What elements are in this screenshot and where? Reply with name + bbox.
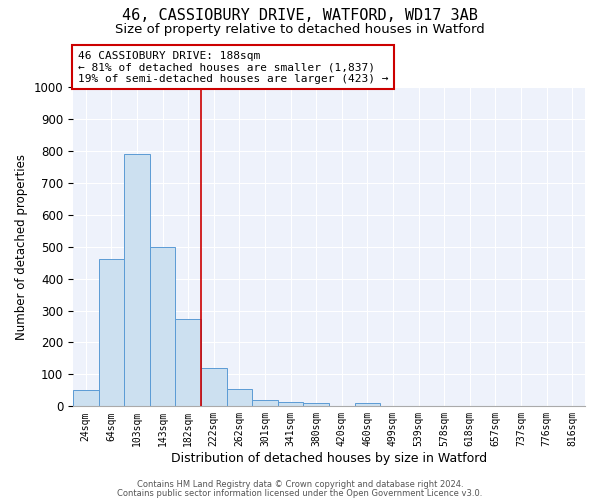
Text: Contains public sector information licensed under the Open Government Licence v3: Contains public sector information licen… [118, 488, 482, 498]
Text: 46, CASSIOBURY DRIVE, WATFORD, WD17 3AB: 46, CASSIOBURY DRIVE, WATFORD, WD17 3AB [122, 8, 478, 22]
Bar [278, 402, 304, 406]
Text: Contains HM Land Registry data © Crown copyright and database right 2024.: Contains HM Land Registry data © Crown c… [137, 480, 463, 489]
Bar [150, 246, 175, 406]
Text: Size of property relative to detached houses in Watford: Size of property relative to detached ho… [115, 22, 485, 36]
Bar [124, 154, 150, 406]
Bar [252, 400, 278, 406]
Bar [227, 389, 252, 406]
Y-axis label: Number of detached properties: Number of detached properties [15, 154, 28, 340]
Bar [304, 403, 329, 406]
Text: 46 CASSIOBURY DRIVE: 188sqm
← 81% of detached houses are smaller (1,837)
19% of : 46 CASSIOBURY DRIVE: 188sqm ← 81% of det… [78, 50, 389, 84]
Bar [175, 318, 201, 406]
Bar [98, 260, 124, 406]
Bar [201, 368, 227, 406]
Bar [73, 390, 98, 406]
X-axis label: Distribution of detached houses by size in Watford: Distribution of detached houses by size … [171, 452, 487, 465]
Bar [355, 403, 380, 406]
